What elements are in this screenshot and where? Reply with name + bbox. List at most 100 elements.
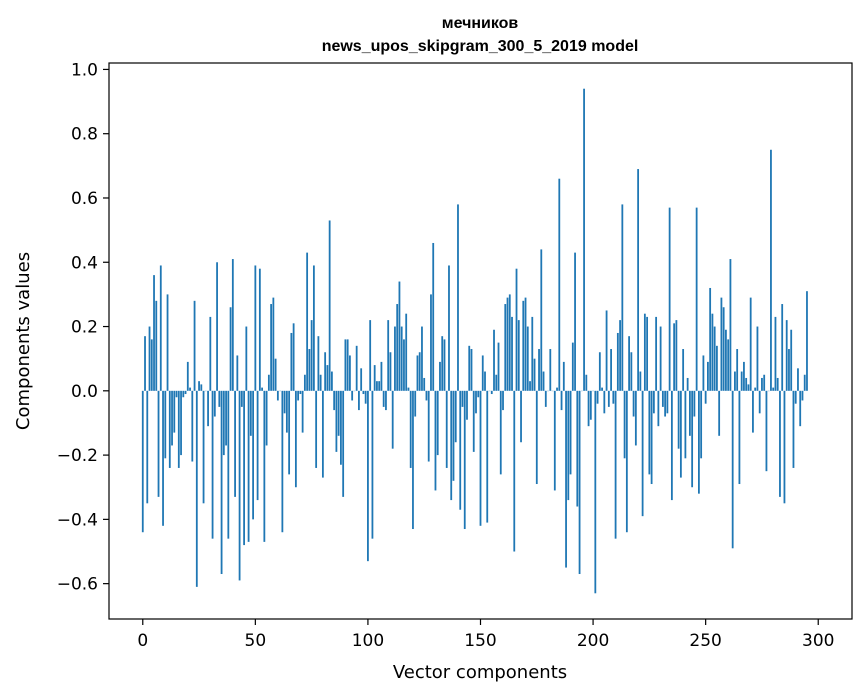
bar <box>477 391 479 397</box>
bar <box>473 391 475 452</box>
bar <box>513 391 515 552</box>
bar <box>610 349 612 391</box>
bar <box>320 375 322 391</box>
x-tick-label: 300 <box>802 631 834 651</box>
bar <box>718 391 720 436</box>
bar <box>412 391 414 529</box>
bar <box>642 391 644 516</box>
bar <box>387 320 389 391</box>
bar <box>471 349 473 391</box>
bar <box>146 391 148 503</box>
bar <box>230 307 232 391</box>
bar <box>306 253 308 391</box>
bar <box>345 339 347 390</box>
bar <box>712 314 714 391</box>
bar <box>743 362 745 391</box>
bar <box>178 391 180 468</box>
bar <box>304 375 306 391</box>
bar <box>696 208 698 391</box>
bar <box>390 352 392 391</box>
bar <box>468 346 470 391</box>
bar <box>540 249 542 390</box>
bar <box>176 391 178 397</box>
bar <box>297 391 299 401</box>
bar <box>257 391 259 500</box>
bar <box>538 349 540 391</box>
bar <box>536 391 538 484</box>
bar <box>365 391 367 404</box>
bar <box>626 391 628 532</box>
bar <box>239 391 241 581</box>
bar <box>563 362 565 391</box>
bar <box>243 391 245 545</box>
bar <box>144 336 146 391</box>
bar <box>401 327 403 391</box>
bar <box>628 336 630 391</box>
bar <box>324 352 326 391</box>
bar <box>511 317 513 391</box>
bar <box>248 391 250 542</box>
bar <box>705 391 707 404</box>
bar <box>687 378 689 391</box>
bar <box>317 336 319 391</box>
bar <box>630 352 632 391</box>
bar <box>441 336 443 391</box>
bar <box>730 259 732 391</box>
bar <box>216 262 218 391</box>
bar <box>739 391 741 484</box>
bar <box>504 304 506 391</box>
bar <box>270 304 272 391</box>
bar <box>142 391 144 532</box>
bar <box>662 391 664 407</box>
bar <box>221 391 223 574</box>
bar <box>637 169 639 391</box>
bar <box>806 291 808 391</box>
bar <box>576 391 578 507</box>
bar <box>187 362 189 391</box>
bar <box>500 391 502 475</box>
bar <box>775 317 777 391</box>
bar <box>408 388 410 391</box>
bar <box>164 391 166 458</box>
bar <box>421 327 423 391</box>
bar <box>223 391 225 455</box>
bar <box>648 391 650 475</box>
bar <box>549 349 551 391</box>
bar <box>399 282 401 391</box>
bar <box>646 317 648 391</box>
bar <box>448 265 450 390</box>
bar <box>480 391 482 526</box>
bar <box>583 89 585 391</box>
bar <box>459 391 461 510</box>
bar <box>383 391 385 407</box>
bar <box>734 372 736 391</box>
bar <box>788 349 790 391</box>
bar <box>266 391 268 446</box>
bar <box>484 372 486 391</box>
bar <box>790 330 792 391</box>
bar <box>275 359 277 391</box>
bar <box>723 307 725 391</box>
bar <box>329 220 331 390</box>
bar <box>772 388 774 391</box>
bar <box>639 372 641 391</box>
x-axis-label: Vector components <box>393 662 567 683</box>
x-tick-label: 150 <box>464 631 496 651</box>
bar <box>565 391 567 568</box>
bar <box>234 391 236 497</box>
bar <box>585 375 587 391</box>
x-tick-label: 50 <box>245 631 267 651</box>
bar <box>466 391 468 420</box>
bar <box>703 355 705 390</box>
bar <box>385 391 387 410</box>
chart-title-line2: news_upos_skipgram_300_5_2019 model <box>322 38 639 55</box>
bar <box>430 294 432 390</box>
bar <box>795 391 797 404</box>
bar <box>572 343 574 391</box>
bar <box>284 391 286 414</box>
x-tick-label: 0 <box>137 631 148 651</box>
bar <box>171 391 173 446</box>
bar <box>302 391 304 433</box>
bar <box>698 391 700 494</box>
bar <box>529 381 531 391</box>
